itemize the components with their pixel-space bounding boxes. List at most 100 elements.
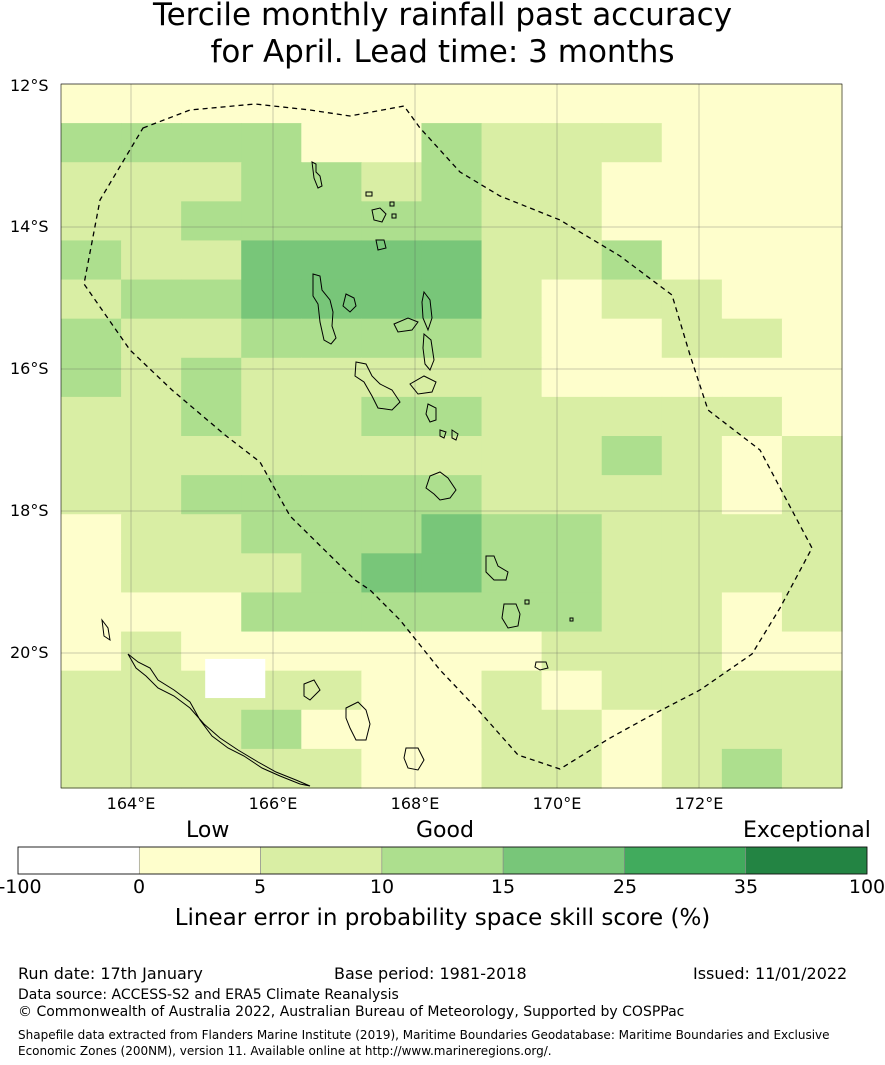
skill-cell	[541, 475, 603, 515]
island-aneityum	[534, 661, 549, 671]
skill-cell	[241, 240, 302, 281]
shapefile-credit-line-2: Economic Zones (200NM), version 11. Avai…	[18, 1044, 552, 1058]
skill-cell	[661, 357, 723, 398]
skill-cell	[121, 240, 182, 281]
skill-cell	[181, 318, 242, 359]
island-futuna	[524, 599, 530, 605]
skill-cell	[481, 162, 543, 202]
colorbar-tick: 100	[848, 876, 885, 898]
skill-cell	[421, 670, 483, 711]
data-source: Data source: ACCESS-S2 and ERA5 Climate …	[18, 987, 399, 1003]
skill-cell	[481, 201, 543, 242]
lat-label-20s: 20°S	[10, 643, 49, 662]
skill-cell	[121, 436, 182, 476]
land-outlines	[101, 161, 574, 787]
skill-cell	[481, 670, 543, 711]
island-lifou	[345, 701, 371, 741]
skill-cell	[181, 553, 242, 594]
skill-cell	[301, 279, 362, 320]
chart-title-line-2: for April. Lead time: 3 months	[210, 34, 675, 70]
skill-cell	[361, 162, 423, 202]
skill-cell	[301, 592, 362, 633]
skill-cell	[661, 553, 723, 594]
skill-cell	[421, 553, 483, 594]
skill-cell	[421, 709, 483, 750]
island-shepherd-2	[451, 429, 459, 441]
skill-cell	[721, 123, 783, 163]
skill-cell	[361, 436, 423, 476]
skill-cell	[361, 514, 423, 554]
skill-cell	[421, 279, 483, 320]
island-banks-small-2	[391, 213, 397, 219]
skill-cell	[241, 357, 302, 398]
skill-cell	[661, 748, 723, 789]
lon-label-168e: 168°E	[390, 794, 440, 813]
skill-cell	[541, 748, 603, 789]
skill-cell	[781, 631, 843, 672]
skill-cell	[601, 396, 663, 437]
skill-cell	[121, 553, 182, 594]
skill-cell	[541, 162, 603, 202]
colorbar-segment	[260, 846, 383, 875]
island-matthew	[569, 617, 574, 622]
skill-cell	[361, 631, 423, 672]
skill-cell	[121, 84, 182, 124]
lat-label-14s: 14°S	[10, 217, 49, 236]
skill-cell	[61, 162, 122, 202]
skill-cell	[121, 631, 182, 672]
skill-cell	[181, 84, 242, 124]
island-gaua	[371, 207, 387, 223]
skill-cell	[481, 240, 543, 281]
skill-cell	[301, 123, 362, 163]
skill-cell	[781, 709, 843, 750]
island-torres	[311, 161, 323, 189]
lon-label-166e: 166°E	[248, 794, 298, 813]
skill-cell	[661, 396, 723, 437]
skill-cell	[721, 748, 783, 789]
skill-cell	[121, 318, 182, 359]
island-tanna	[501, 603, 521, 629]
skill-cell	[781, 162, 843, 202]
island-belep	[101, 618, 111, 642]
colorbar-frame	[17, 846, 868, 875]
skill-cell	[481, 318, 543, 359]
legend-category-low: Low	[186, 818, 230, 843]
skill-cell	[541, 396, 603, 437]
island-epi	[425, 403, 437, 423]
skill-cell	[241, 396, 302, 437]
skill-cell	[361, 279, 423, 320]
skill-cell	[181, 475, 242, 515]
skill-cell	[721, 514, 783, 554]
skill-cell	[541, 318, 603, 359]
island-maewo	[421, 290, 433, 332]
skill-cell	[781, 123, 843, 163]
island-malakula	[354, 361, 401, 411]
skill-cell	[601, 553, 663, 594]
lon-label-164e: 164°E	[106, 794, 156, 813]
skill-cell	[121, 201, 182, 242]
skill-cell	[121, 670, 182, 711]
skill-cell	[361, 318, 423, 359]
colorbar-tick: 5	[253, 876, 267, 898]
skill-cell	[601, 475, 663, 515]
skill-cell	[601, 162, 663, 202]
island-ambae	[393, 317, 419, 333]
skill-cell	[781, 514, 843, 554]
skill-cell	[241, 318, 302, 359]
skill-cell	[181, 123, 242, 163]
skill-cell	[781, 318, 843, 359]
island-espiritu-santo	[312, 273, 337, 345]
skill-cell	[481, 553, 543, 594]
skill-cell	[61, 318, 122, 359]
skill-cell	[481, 436, 543, 476]
skill-cell	[481, 748, 543, 789]
skill-cell	[301, 709, 362, 750]
skill-cell	[601, 318, 663, 359]
skill-cell	[205, 658, 266, 699]
skill-cell	[721, 396, 783, 437]
skill-cell	[481, 84, 543, 124]
skill-cell	[781, 670, 843, 711]
island-vanua-lava	[365, 191, 373, 197]
skill-cell	[181, 357, 242, 398]
skill-cell	[421, 201, 483, 242]
